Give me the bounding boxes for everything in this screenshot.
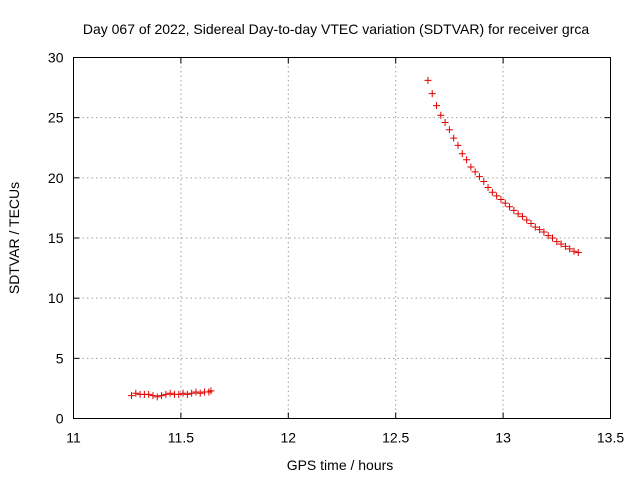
data-point bbox=[510, 206, 518, 214]
data-point bbox=[145, 390, 153, 398]
data-point bbox=[437, 111, 445, 119]
data-marks bbox=[127, 76, 582, 401]
data-point bbox=[471, 168, 479, 176]
axis-ticks: 11 11.5 12 12.5 13 13.5 0 5 10 15 20 25 30 bbox=[48, 50, 624, 446]
grid bbox=[73, 57, 611, 419]
data-point bbox=[450, 134, 458, 142]
data-point bbox=[428, 90, 436, 98]
data-point bbox=[540, 228, 548, 236]
data-point bbox=[441, 118, 449, 126]
data-point bbox=[179, 389, 187, 397]
y-tick-label: 0 bbox=[56, 411, 64, 427]
x-tick-label: 13 bbox=[495, 430, 511, 446]
x-tick-label: 12.5 bbox=[382, 430, 409, 446]
y-tick-label: 10 bbox=[48, 290, 64, 306]
plot-area bbox=[73, 57, 611, 419]
data-point bbox=[175, 390, 183, 398]
data-point bbox=[497, 195, 505, 203]
data-point bbox=[207, 387, 215, 395]
data-point bbox=[149, 392, 157, 400]
chart-title: Day 067 of 2022, Sidereal Day-to-day VTE… bbox=[83, 21, 589, 37]
data-point bbox=[501, 199, 509, 207]
data-point bbox=[536, 226, 544, 234]
data-point bbox=[454, 141, 462, 149]
data-point bbox=[544, 232, 552, 240]
data-point bbox=[566, 245, 574, 253]
data-point bbox=[570, 247, 578, 255]
data-point bbox=[162, 390, 170, 398]
y-tick-label: 25 bbox=[48, 110, 64, 126]
data-point bbox=[518, 212, 526, 220]
y-tick-label: 20 bbox=[48, 170, 64, 186]
data-point bbox=[127, 392, 135, 400]
data-point bbox=[553, 238, 561, 246]
data-point bbox=[561, 242, 569, 250]
data-point bbox=[166, 389, 174, 397]
data-point bbox=[523, 216, 531, 224]
data-point bbox=[463, 156, 471, 164]
y-axis-label: SDTVAR / TECUs bbox=[6, 182, 22, 294]
data-point bbox=[153, 393, 161, 401]
y-tick-label: 5 bbox=[56, 350, 64, 366]
data-point bbox=[493, 192, 501, 200]
x-axis-label: GPS time / hours bbox=[287, 457, 394, 473]
data-point bbox=[475, 173, 483, 181]
data-point bbox=[514, 210, 522, 218]
data-point bbox=[433, 102, 441, 110]
data-point bbox=[196, 389, 204, 397]
data-point bbox=[183, 390, 191, 398]
data-point bbox=[527, 220, 535, 228]
data-point bbox=[549, 234, 557, 242]
x-tick-label: 12 bbox=[281, 430, 297, 446]
data-point bbox=[188, 389, 196, 397]
data-point bbox=[424, 76, 432, 84]
data-point bbox=[192, 388, 200, 396]
x-tick-label: 11 bbox=[66, 430, 81, 446]
y-tick-label: 15 bbox=[48, 230, 64, 246]
data-point bbox=[445, 126, 453, 134]
data-point bbox=[484, 183, 492, 191]
data-point bbox=[557, 240, 565, 248]
x-tick-label: 11.5 bbox=[168, 430, 194, 446]
data-point bbox=[458, 150, 466, 158]
data-point bbox=[480, 177, 488, 185]
data-point bbox=[158, 392, 166, 400]
x-tick-label: 13.5 bbox=[597, 430, 624, 446]
data-point bbox=[574, 248, 582, 256]
data-point bbox=[467, 163, 475, 171]
data-point bbox=[132, 389, 140, 397]
data-point bbox=[531, 223, 539, 231]
data-point bbox=[488, 188, 496, 196]
y-tick-label: 30 bbox=[48, 50, 64, 66]
data-point bbox=[506, 203, 514, 211]
